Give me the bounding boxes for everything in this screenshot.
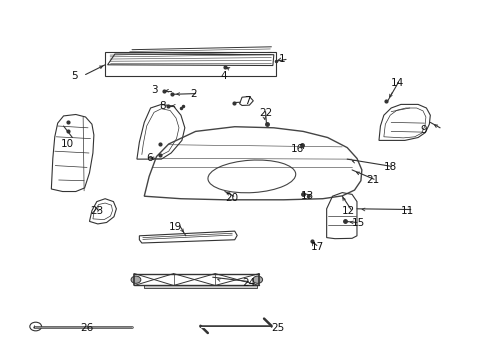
Text: 11: 11 [400,206,413,216]
Text: 22: 22 [259,108,272,118]
Text: 26: 26 [81,323,94,333]
Text: 7: 7 [244,96,251,106]
Text: 4: 4 [220,71,226,81]
Text: 5: 5 [71,71,78,81]
Text: 23: 23 [90,206,103,216]
Text: 3: 3 [151,85,158,95]
Text: 8: 8 [159,101,165,111]
Text: 13: 13 [300,191,313,201]
Text: 25: 25 [271,323,284,333]
Text: 10: 10 [61,139,74,149]
Text: 14: 14 [390,78,404,88]
Text: 18: 18 [383,162,396,172]
Text: 21: 21 [366,175,379,185]
Circle shape [252,276,262,283]
Polygon shape [144,285,256,288]
Text: 12: 12 [342,206,355,216]
Text: 2: 2 [190,89,197,99]
Text: 9: 9 [420,125,427,135]
Circle shape [131,276,141,283]
Text: 6: 6 [146,153,153,163]
Text: 19: 19 [168,222,182,232]
Text: 1: 1 [278,54,285,64]
Text: 15: 15 [351,218,365,228]
Text: 17: 17 [310,242,323,252]
Text: 24: 24 [242,278,255,288]
Text: 16: 16 [290,144,304,154]
Text: 20: 20 [224,193,238,203]
